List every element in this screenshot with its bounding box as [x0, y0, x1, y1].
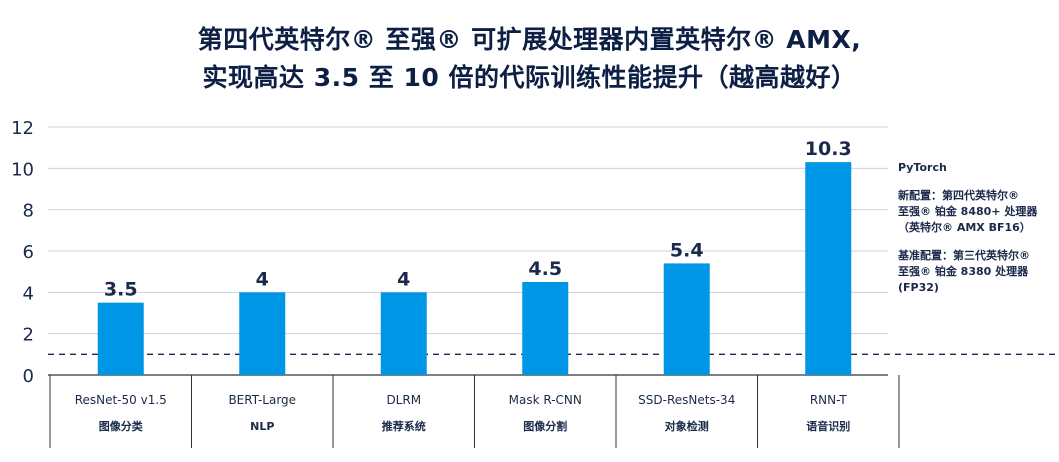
x-subcategory-label: 图像分割	[523, 419, 567, 433]
data-label: 10.3	[805, 138, 852, 160]
base-config-note: 基准配置：第三代英特尔® 至强® 铂金 8380 处理器 (FP32)	[898, 248, 1037, 296]
new-config-line-3: （英特尔® AMX BF16）	[898, 221, 1031, 234]
y-tick-label: 12	[11, 118, 34, 139]
x-category-label: SSD-ResNets-34	[638, 393, 735, 407]
y-tick-label: 4	[23, 283, 34, 304]
bar	[663, 263, 710, 375]
x-subcategory-label: 图像分类	[99, 419, 144, 433]
side-panel: PyTorch 新配置：第四代英特尔® 至强® 铂金 8480+ 处理器 （英特…	[898, 160, 1037, 296]
x-subcategory-label: 推荐系统	[382, 419, 426, 433]
base-config-line-1: 基准配置：第三代英特尔®	[898, 249, 1030, 262]
x-category-label: DLRM	[386, 393, 421, 407]
x-subcategory-label: 对象检测	[665, 419, 709, 433]
data-label: 4	[256, 268, 269, 290]
data-label: 4.5	[528, 258, 562, 280]
data-label: 3.5	[104, 279, 138, 301]
base-config-line-2: 至强® 铂金 8380 处理器	[898, 265, 1029, 278]
bar	[97, 302, 144, 375]
x-category-label: ResNet-50 v1.5	[75, 393, 167, 407]
data-label: 4	[397, 268, 410, 290]
x-category-label: Mask R-CNN	[509, 393, 582, 407]
new-config-line-2: 至强® 铂金 8480+ 处理器	[898, 205, 1038, 218]
y-tick-label: 0	[23, 366, 34, 387]
new-config-line-1: 新配置：第四代英特尔®	[898, 189, 1019, 202]
bar	[380, 292, 427, 375]
bar	[805, 162, 852, 375]
y-tick-label: 2	[23, 325, 34, 346]
y-tick-label: 8	[23, 201, 34, 222]
x-subcategory-label: NLP	[250, 420, 274, 433]
chart-title-line-1: 第四代英特尔® 至强® 可扩展处理器内置英特尔® AMX,	[197, 25, 862, 54]
y-tick-label: 10	[11, 159, 34, 180]
base-config-line-3: (FP32)	[898, 281, 939, 294]
x-category-label: BERT-Large	[228, 393, 296, 407]
bar	[239, 292, 286, 375]
framework-label: PyTorch	[898, 161, 947, 174]
new-config-note: 新配置：第四代英特尔® 至强® 铂金 8480+ 处理器 （英特尔® AMX B…	[898, 188, 1037, 236]
chart-title-line-2: 实现高达 3.5 至 10 倍的代际训练性能提升（越高越好）	[202, 63, 857, 92]
bar	[522, 282, 569, 375]
y-tick-label: 6	[23, 242, 34, 263]
data-label: 5.4	[670, 239, 704, 261]
x-category-label: RNN-T	[810, 393, 848, 407]
x-subcategory-label: 语音识别	[806, 419, 850, 433]
